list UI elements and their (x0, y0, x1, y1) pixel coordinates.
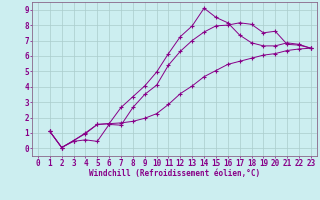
X-axis label: Windchill (Refroidissement éolien,°C): Windchill (Refroidissement éolien,°C) (89, 169, 260, 178)
